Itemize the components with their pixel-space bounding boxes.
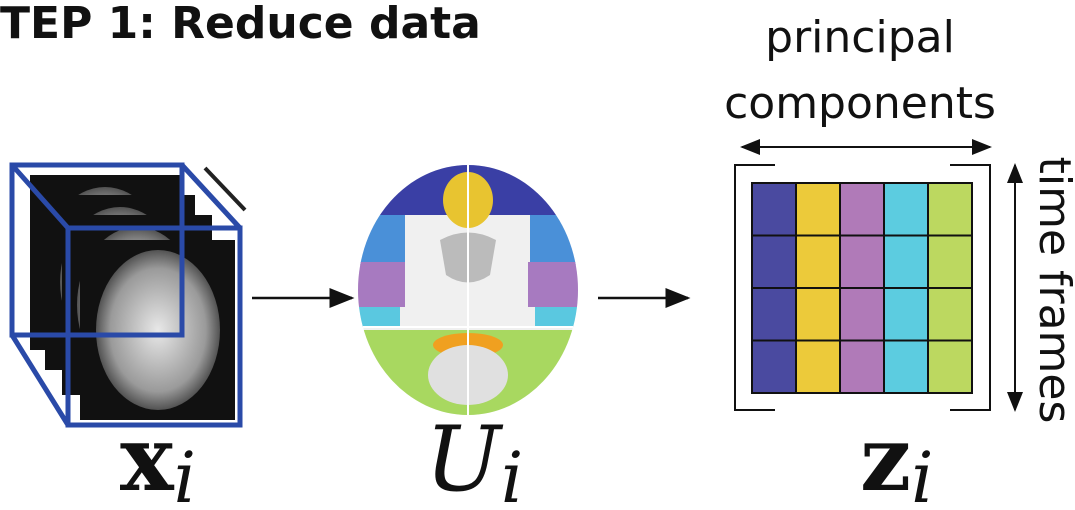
matrix-cell [927, 339, 973, 394]
axis-label: principal [765, 12, 955, 63]
matrix-cell [795, 339, 841, 394]
basis-label: Ui [425, 407, 523, 510]
image-stack [9, 162, 247, 428]
matrix-cell [751, 287, 797, 342]
axis-label: time frames [1029, 157, 1075, 424]
matrix-cell [751, 234, 797, 289]
matrix-cell [883, 339, 929, 394]
data-label: xi [120, 406, 196, 510]
matrix-cell [927, 287, 973, 342]
matrix-cell [751, 339, 797, 394]
matrix-cell [839, 287, 885, 342]
title: TEP 1: Reduce data [0, 0, 481, 49]
component-matrix [751, 182, 973, 394]
matrix-cell [795, 234, 841, 289]
axis-label: components [724, 78, 996, 129]
matrix-cell [927, 234, 973, 289]
matrix-brackets [734, 164, 991, 411]
matrix-cell [883, 182, 929, 237]
matrix-cell [883, 287, 929, 342]
matrix-cell [795, 182, 841, 237]
matrix-cell [839, 182, 885, 237]
matrix-cell [795, 287, 841, 342]
matrix-cell [751, 182, 797, 237]
brain-parcellation [358, 165, 578, 415]
matrix-cell [839, 234, 885, 289]
matrix-cell [839, 339, 885, 394]
reduced-label: zi [860, 406, 934, 510]
matrix-cell [883, 234, 929, 289]
matrix-cell [927, 182, 973, 237]
